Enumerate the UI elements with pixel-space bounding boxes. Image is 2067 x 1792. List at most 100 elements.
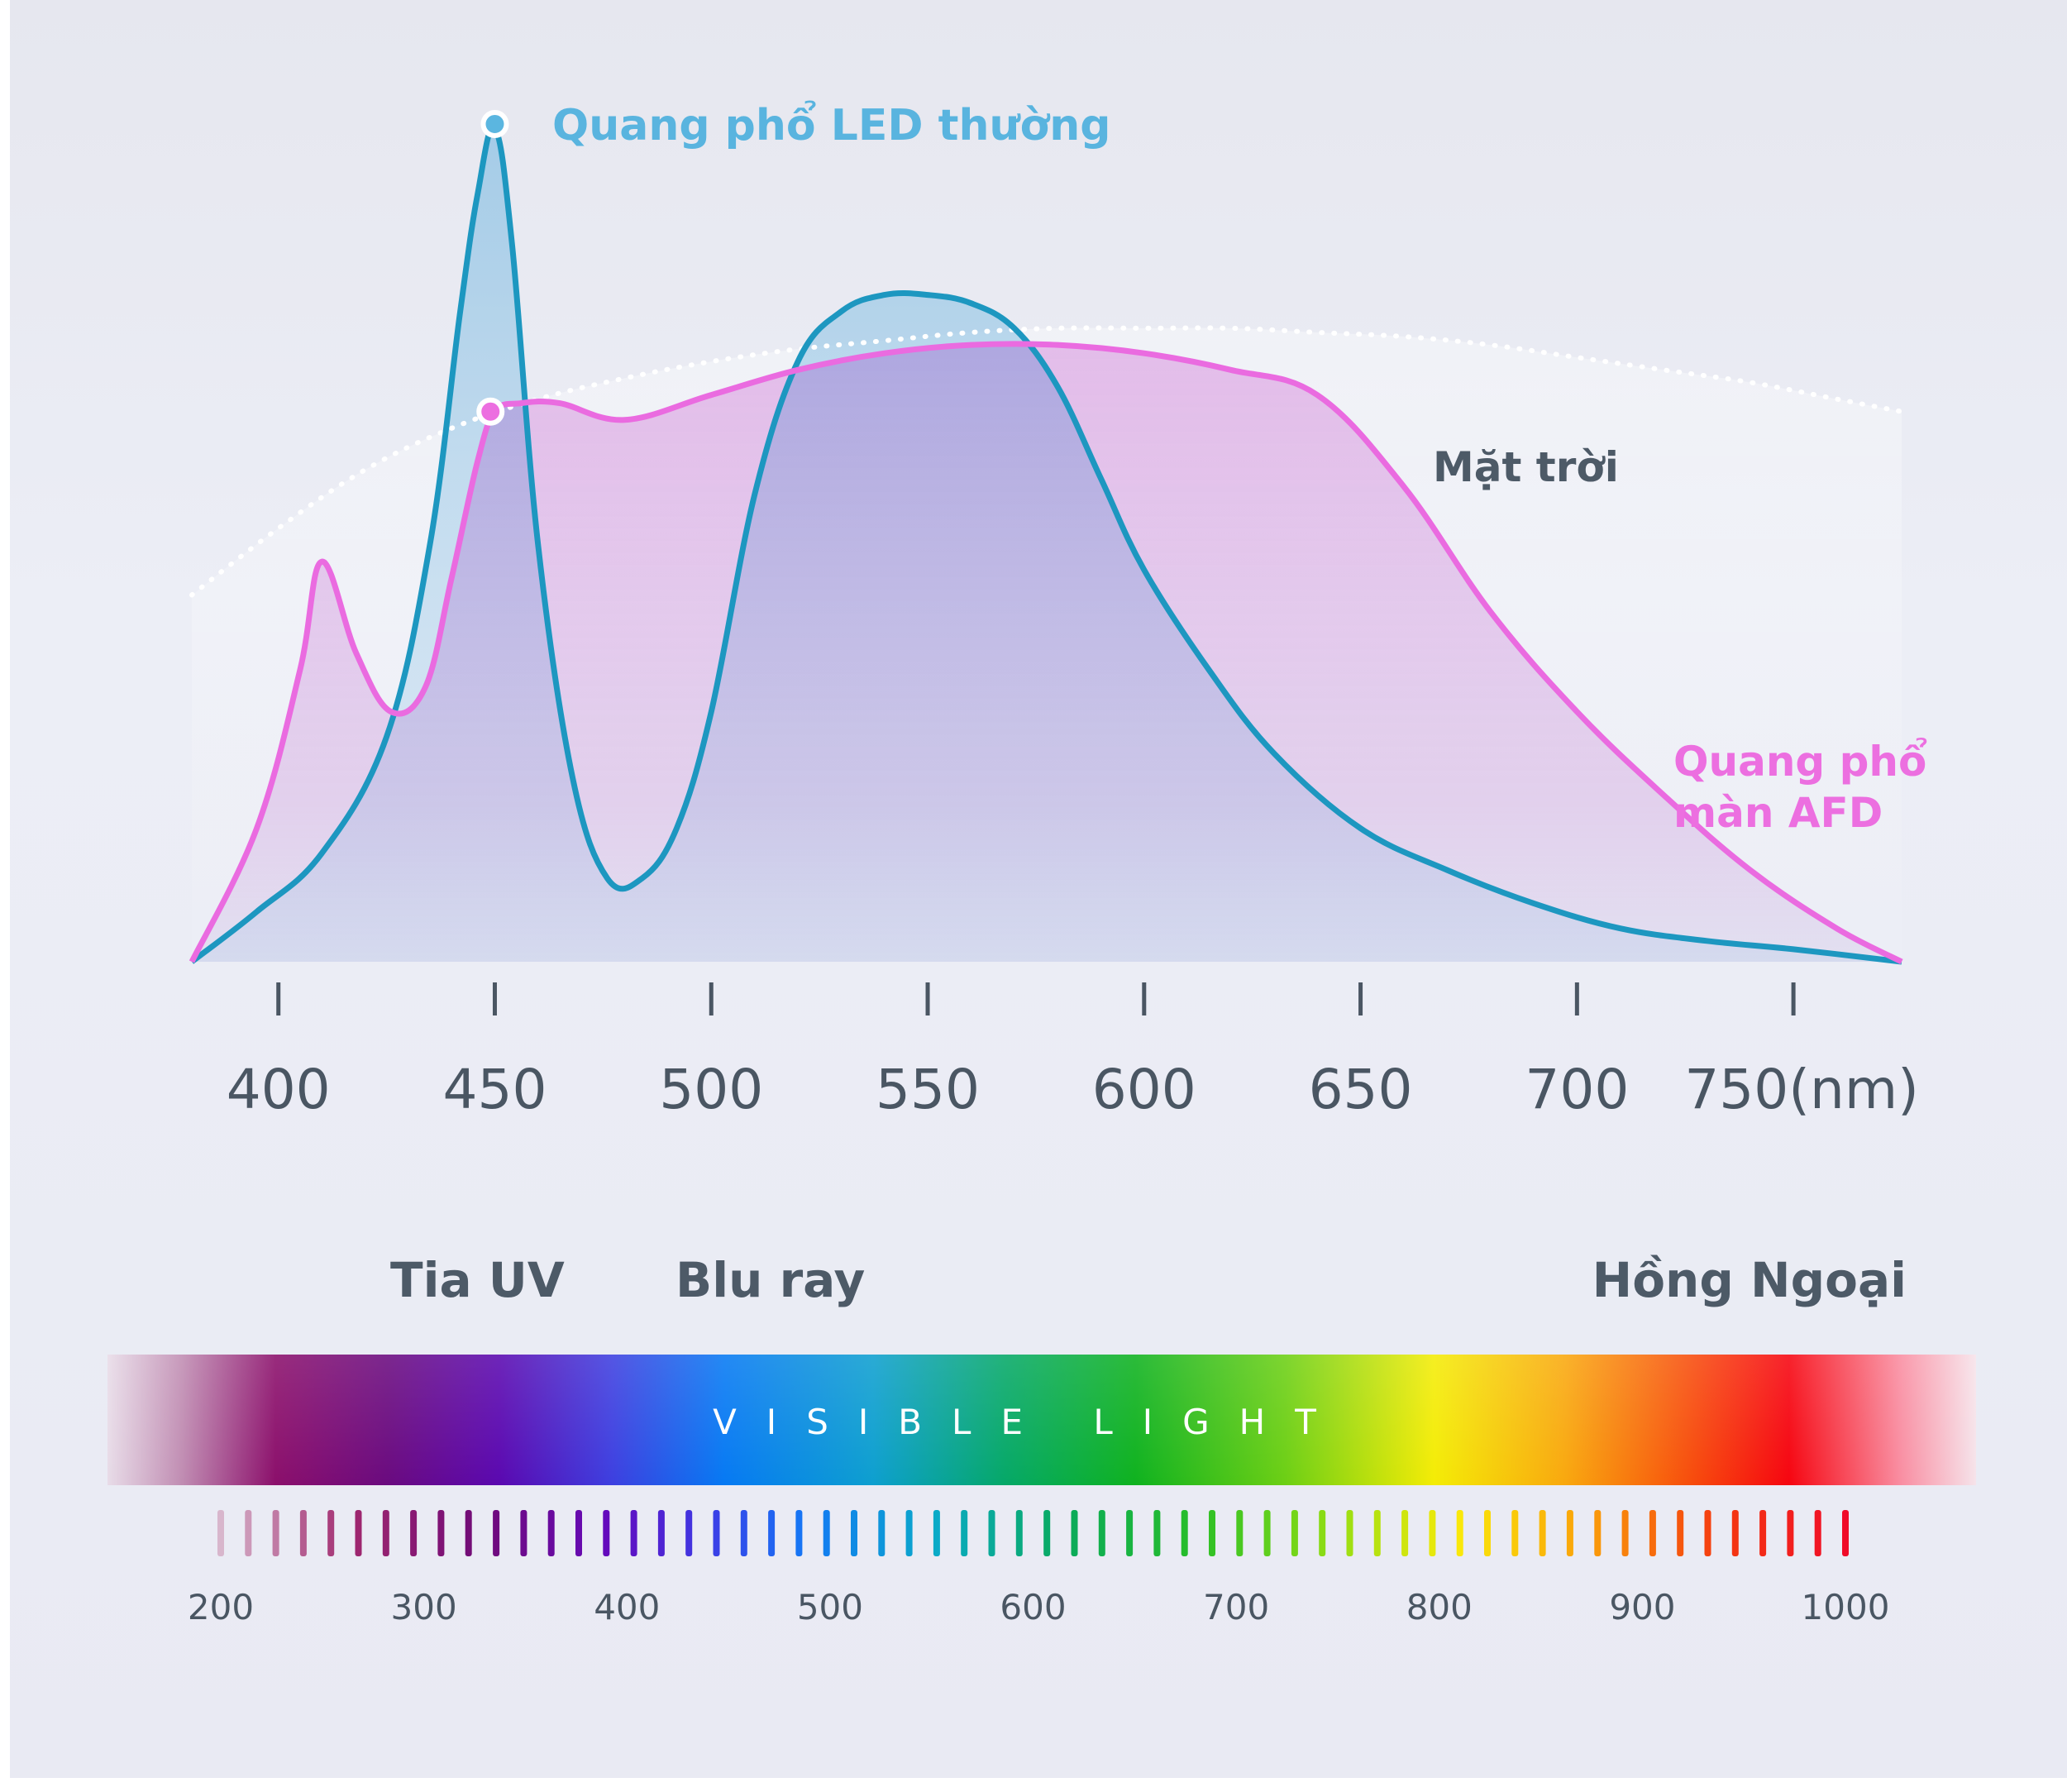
region-uv-label: Tia UV (390, 1252, 565, 1308)
scale-bar (657, 1510, 665, 1556)
scale-bar (740, 1510, 747, 1556)
x-tick-label-600: 600 (1092, 1058, 1196, 1121)
scale-bar (245, 1510, 252, 1556)
highlight-points (476, 110, 509, 426)
x-tick-label-500: 500 (659, 1058, 763, 1121)
afd-label-line1: Quang phổ (1673, 738, 1927, 786)
afd-spectrum-area (192, 343, 1902, 962)
scale-bar (1787, 1510, 1794, 1556)
scale-bar (1126, 1510, 1134, 1556)
scale-bar (465, 1510, 472, 1556)
x-tick-label-700: 700 (1525, 1058, 1629, 1121)
scale-bar (878, 1510, 886, 1556)
scale-bar (493, 1510, 500, 1556)
scale-bar (1043, 1510, 1051, 1556)
scale-label-600: 600 (1000, 1587, 1066, 1627)
afd-spectrum-line (189, 341, 1903, 965)
left-border (0, 0, 10, 1792)
scale-bar (437, 1510, 445, 1556)
bottom-border (0, 1778, 2067, 1792)
x-tick-label-400: 400 (227, 1058, 331, 1121)
scale-bar (1319, 1510, 1326, 1556)
scale-label-900: 900 (1609, 1587, 1675, 1627)
spectrum-scale-labels: 200 300 400 500 600 700 800 900 1000 (188, 1587, 1890, 1627)
scale-bar (1291, 1510, 1298, 1556)
scale-bar (547, 1510, 555, 1556)
scale-bar (1153, 1510, 1161, 1556)
scale-bar (1731, 1510, 1739, 1556)
scale-bar (410, 1510, 418, 1556)
scale-label-1000: 1000 (1802, 1587, 1890, 1627)
scale-bar (905, 1510, 913, 1556)
scale-label-500: 500 (797, 1587, 863, 1627)
scale-bar (1098, 1510, 1105, 1556)
afd-label-line2: màn AFD (1673, 789, 1883, 837)
scale-bar (851, 1510, 857, 1556)
scale-bar (1236, 1510, 1244, 1556)
region-blu-label: Blu ray (675, 1252, 865, 1308)
scale-bar (1539, 1510, 1546, 1556)
scale-bar (1814, 1510, 1821, 1556)
scale-bar (1346, 1510, 1353, 1556)
sun-label: Mặt trời (1433, 443, 1619, 491)
x-tick-label-450: 450 (442, 1058, 547, 1121)
scale-bar (1566, 1510, 1573, 1556)
scale-bar (327, 1510, 335, 1556)
x-tick-label-650: 650 (1309, 1058, 1413, 1121)
scale-bar (1181, 1510, 1188, 1556)
visible-light-band-sheen (107, 1355, 1976, 1485)
scale-bar (795, 1510, 803, 1556)
scale-bar (1704, 1510, 1711, 1556)
scale-bar (382, 1510, 389, 1556)
scale-bar (1842, 1510, 1849, 1556)
scale-bar (630, 1510, 637, 1556)
region-ir-label: Hồng Ngoại (1592, 1252, 1907, 1308)
visible-light-text: VISIBLE LIGHT (713, 1402, 1346, 1442)
scale-bar (1759, 1510, 1767, 1556)
scale-bar (988, 1510, 995, 1556)
scale-bar (1594, 1510, 1602, 1556)
scale-bar (685, 1510, 693, 1556)
x-tick-label-750: 750(nm) (1684, 1058, 1919, 1121)
x-tick-label-550: 550 (876, 1058, 980, 1121)
scale-label-300: 300 (391, 1587, 457, 1627)
highlight-point-afd (476, 397, 505, 426)
scale-bar (768, 1510, 776, 1556)
scale-bar (1429, 1510, 1436, 1556)
scale-bar (1677, 1510, 1684, 1556)
scale-bar (217, 1510, 224, 1556)
scale-label-400: 400 (594, 1587, 660, 1627)
scale-bar (520, 1510, 527, 1556)
led-label: Quang phổ LED thường (552, 100, 1111, 151)
scale-bar (961, 1510, 968, 1556)
spectrum-scale-bars (217, 1510, 1849, 1556)
scale-bar (1401, 1510, 1409, 1556)
led-spectrum-line (189, 124, 1902, 965)
scale-bar (355, 1510, 362, 1556)
scale-bar (713, 1510, 720, 1556)
scale-bar (1263, 1510, 1271, 1556)
scale-bar (1621, 1510, 1629, 1556)
scale-bar (575, 1510, 582, 1556)
scale-label-800: 800 (1406, 1587, 1473, 1627)
scale-bar (1649, 1510, 1656, 1556)
x-axis-tick-labels: 400 450 500 550 600 650 700 750(nm) (227, 1058, 1919, 1121)
x-axis-ticks (276, 982, 1796, 1015)
scale-bar (1209, 1510, 1215, 1556)
scale-bar (1373, 1510, 1381, 1556)
scale-bar (603, 1510, 610, 1556)
scale-bar (1456, 1510, 1463, 1556)
sun-spectrum-line (189, 325, 1904, 598)
scale-label-700: 700 (1203, 1587, 1269, 1627)
scale-bar (1511, 1510, 1519, 1556)
scale-bar (299, 1510, 307, 1556)
scale-bar (1484, 1510, 1491, 1556)
highlight-point-led (480, 110, 509, 138)
scale-bar (272, 1510, 279, 1556)
scale-bar (933, 1510, 940, 1556)
scale-label-200: 200 (188, 1587, 254, 1627)
scale-bar (1071, 1510, 1078, 1556)
scale-bar (823, 1510, 830, 1556)
scale-bar (1015, 1510, 1023, 1556)
